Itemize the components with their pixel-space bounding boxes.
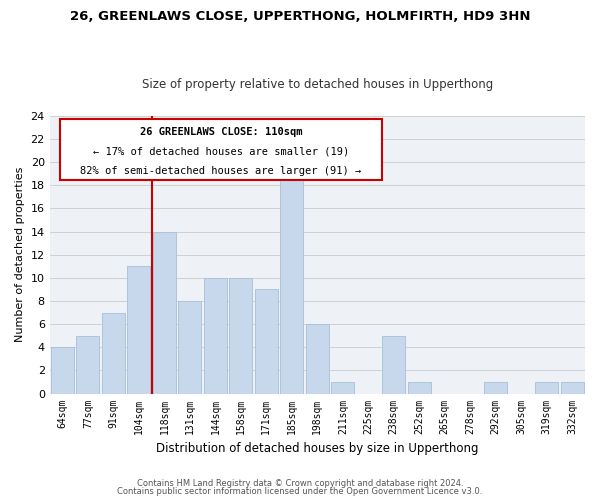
Title: Size of property relative to detached houses in Upperthong: Size of property relative to detached ho… [142,78,493,91]
Text: Contains public sector information licensed under the Open Government Licence v3: Contains public sector information licen… [118,487,482,496]
Bar [229,278,253,394]
Bar [331,382,354,394]
Bar [561,382,584,394]
Text: ← 17% of detached houses are smaller (19): ← 17% of detached houses are smaller (19… [93,146,349,156]
Bar [102,312,125,394]
X-axis label: Distribution of detached houses by size in Upperthong: Distribution of detached houses by size … [156,442,479,455]
Bar [255,290,278,394]
Text: 82% of semi-detached houses are larger (91) →: 82% of semi-detached houses are larger (… [80,166,362,176]
Y-axis label: Number of detached properties: Number of detached properties [15,167,25,342]
Bar [535,382,558,394]
Bar [280,174,304,394]
Bar [204,278,227,394]
Bar [382,336,405,394]
Text: Contains HM Land Registry data © Crown copyright and database right 2024.: Contains HM Land Registry data © Crown c… [137,478,463,488]
Bar [408,382,431,394]
Bar [484,382,507,394]
Text: 26 GREENLAWS CLOSE: 110sqm: 26 GREENLAWS CLOSE: 110sqm [140,127,302,137]
Bar [51,348,74,394]
FancyBboxPatch shape [61,118,382,180]
Bar [306,324,329,394]
Bar [153,232,176,394]
Bar [178,301,202,394]
Bar [76,336,100,394]
Text: 26, GREENLAWS CLOSE, UPPERTHONG, HOLMFIRTH, HD9 3HN: 26, GREENLAWS CLOSE, UPPERTHONG, HOLMFIR… [70,10,530,23]
Bar [127,266,151,394]
